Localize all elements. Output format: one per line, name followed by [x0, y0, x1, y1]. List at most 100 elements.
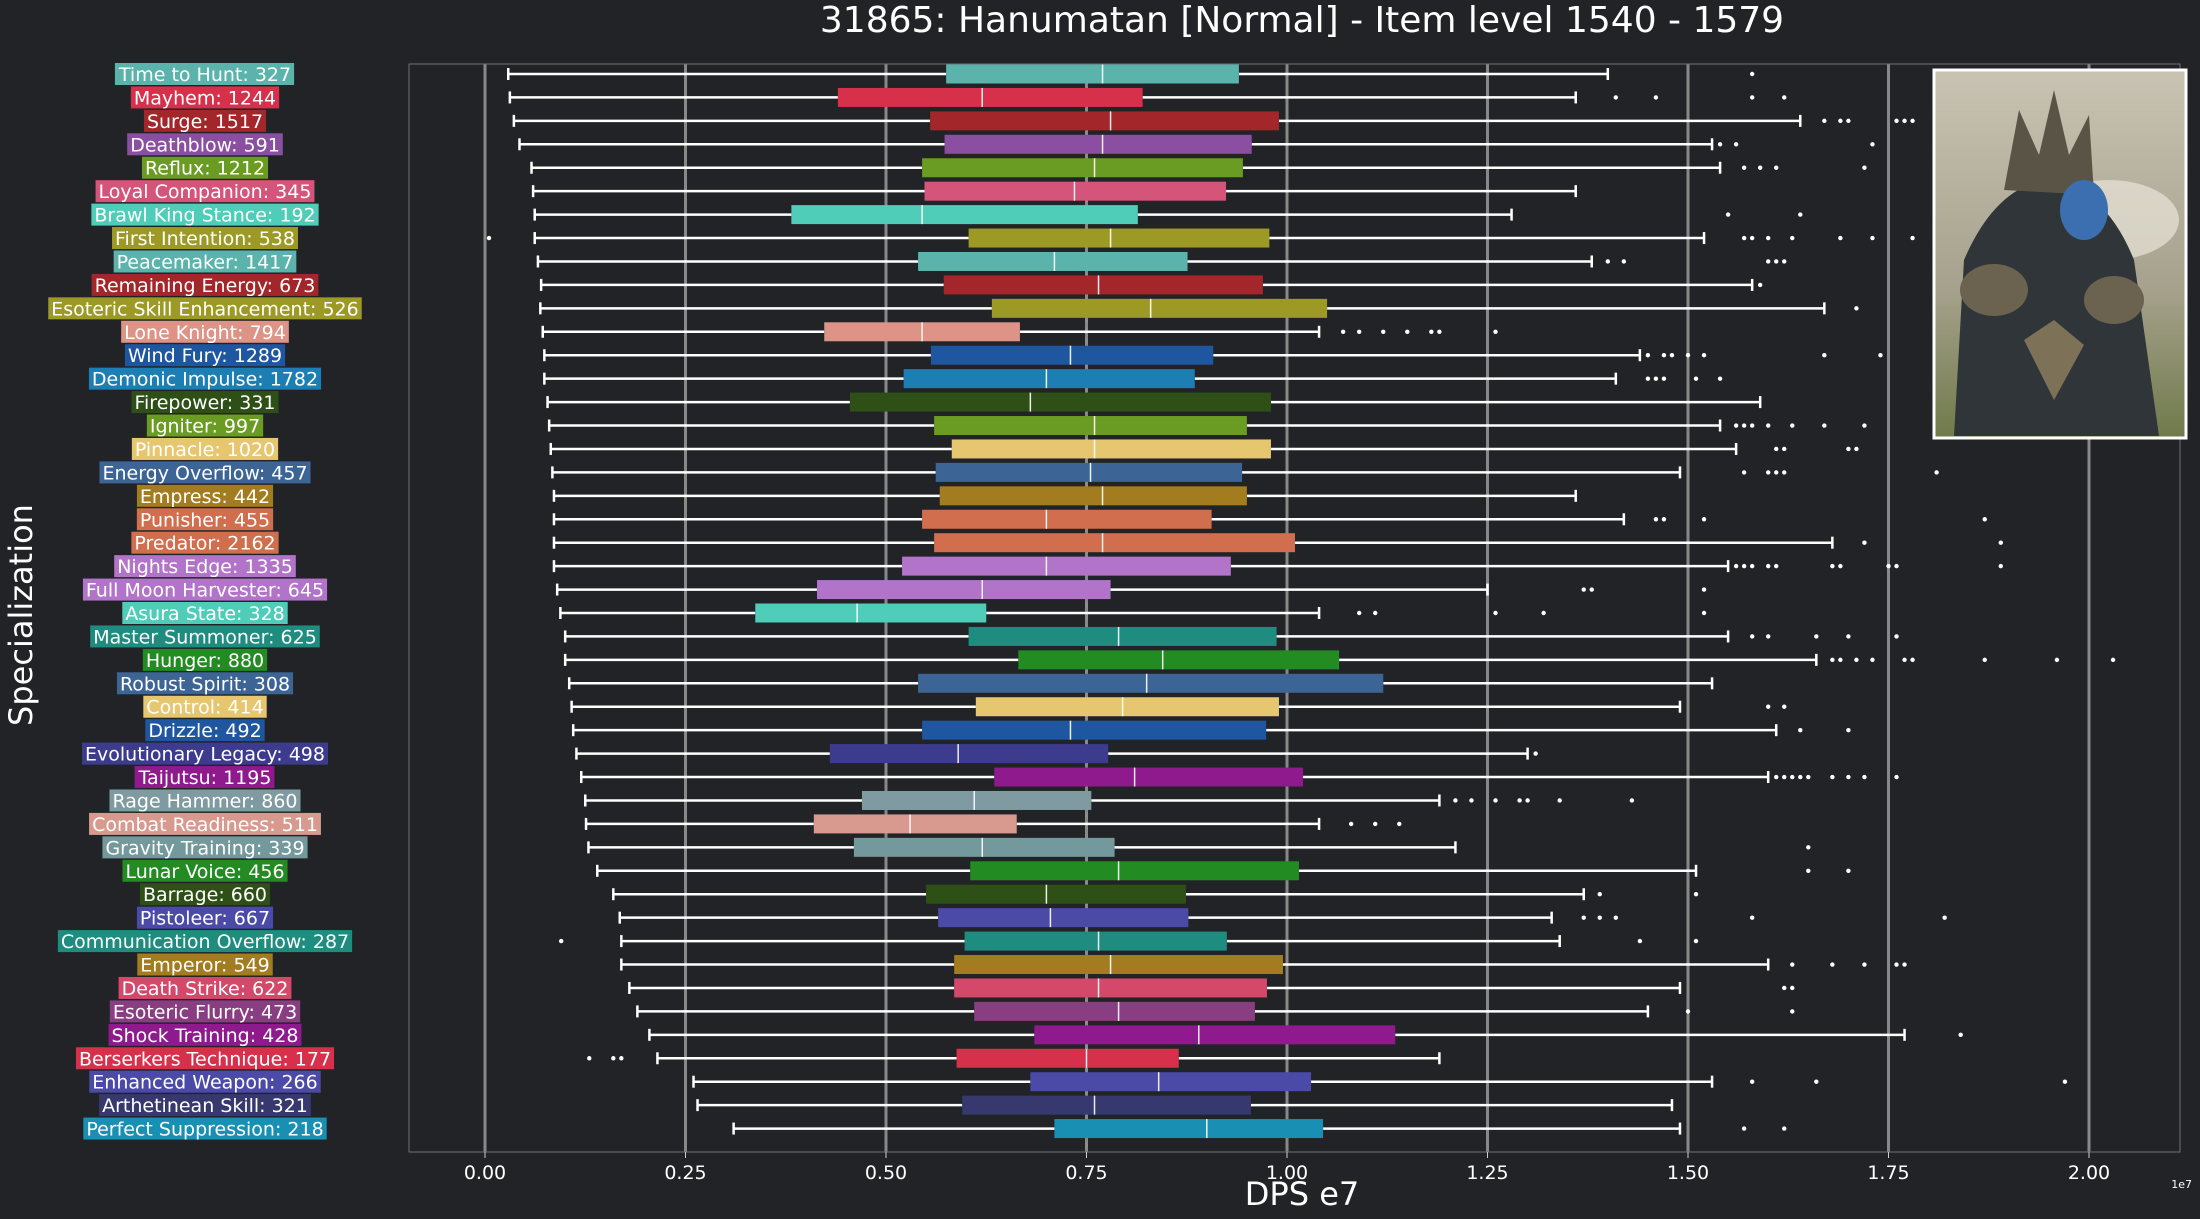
- category-label-text: Pinnacle: 1020: [135, 439, 275, 461]
- category-label-text: Deathblow: 591: [130, 134, 280, 156]
- category-label-bg: [99, 461, 311, 484]
- category-label: Surge: 1517: [143, 109, 267, 133]
- category-label: Berserkers Technique: 177: [75, 1047, 335, 1070]
- outlier-point: [1749, 423, 1755, 428]
- category-label: Death Strike: 622: [118, 976, 292, 1000]
- outlier-point: [1782, 446, 1787, 452]
- box-group: [575, 744, 1538, 764]
- outlier-point: [1493, 798, 1498, 803]
- box: [938, 908, 1189, 928]
- category-label: Enhanced Weapon: 266: [89, 1070, 321, 1094]
- outlier-point: [1902, 657, 1907, 663]
- box-group: [555, 580, 1707, 600]
- outlier-point: [1782, 985, 1787, 991]
- box: [755, 603, 987, 623]
- outlier-point: [1822, 353, 1827, 358]
- box: [837, 87, 1143, 107]
- outlier-point: [1798, 212, 1803, 217]
- outlier-point: [1846, 868, 1851, 873]
- outlier-point: [1766, 235, 1771, 241]
- category-label-text: Mayhem: 1244: [134, 87, 276, 109]
- category-label-text: Shock Training: 428: [112, 1025, 299, 1047]
- category-label-text: Lunar Voice: 456: [125, 861, 284, 883]
- box: [903, 369, 1195, 389]
- outlier-point: [1870, 142, 1875, 147]
- category-label-bg: [83, 1117, 327, 1140]
- box-group: [612, 884, 1699, 904]
- outlier-point: [1774, 563, 1779, 569]
- category-label: Demonic Impulse: 1782: [88, 367, 322, 391]
- outlier-point: [1533, 751, 1538, 756]
- box: [930, 111, 1279, 131]
- outlier-point: [1613, 95, 1619, 100]
- box: [861, 790, 1092, 810]
- box-group: [486, 228, 1915, 248]
- outlier-point: [1822, 118, 1827, 124]
- outlier-point: [1846, 727, 1851, 733]
- box-group: [579, 767, 1899, 787]
- box: [791, 205, 1138, 225]
- box-group: [563, 650, 2116, 670]
- category-label-text: Robust Spirit: 308: [120, 673, 290, 695]
- outlier-point: [1782, 704, 1787, 709]
- outlier-point: [1645, 353, 1651, 358]
- box-group: [541, 322, 1498, 342]
- box: [922, 158, 1243, 178]
- x-axis-label: DPS e7: [1245, 1175, 1359, 1213]
- outlier-point: [1798, 727, 1803, 733]
- outlier-point: [1373, 610, 1378, 616]
- category-label: Lone Knight: 794: [121, 320, 289, 344]
- category-label: Time to Hunt: 327: [114, 63, 295, 86]
- box-group: [692, 1072, 2068, 1092]
- category-label: Pistoleer: 667: [136, 906, 274, 930]
- outlier-point: [1854, 657, 1859, 663]
- category-label-text: Nights Edge: 1335: [117, 556, 293, 578]
- outlier-point: [1790, 1009, 1795, 1014]
- outlier-point: [1830, 657, 1835, 663]
- category-label-bg: [136, 508, 274, 531]
- category-label-bg: [82, 742, 328, 765]
- category-label-text: Drizzle: 492: [148, 720, 261, 742]
- outlier-point: [1822, 423, 1827, 428]
- category-label-bg: [145, 719, 265, 742]
- box: [944, 134, 1252, 154]
- category-label: Drizzle: 492: [145, 719, 265, 742]
- outlier-point: [1701, 587, 1707, 592]
- outlier-point: [1838, 118, 1843, 124]
- category-label-bg: [122, 602, 288, 624]
- category-label-text: Death Strike: 622: [122, 978, 289, 1000]
- outlier-point: [1862, 962, 1867, 967]
- category-label-bg: [131, 437, 279, 460]
- outlier-point: [1717, 142, 1723, 147]
- category-label-text: Barrage: 660: [143, 884, 267, 906]
- category-label: Pinnacle: 1020: [131, 437, 279, 461]
- box-group: [552, 556, 2003, 576]
- outlier-point: [1998, 540, 2003, 545]
- outlier-point: [1774, 446, 1779, 452]
- box: [935, 462, 1243, 482]
- category-label: Taijutsu: 1195: [134, 766, 275, 789]
- box-group: [552, 533, 2003, 553]
- category-label: Empress: 442: [136, 484, 274, 508]
- box-group: [648, 1025, 1963, 1045]
- box-group: [543, 345, 1883, 365]
- box-group: [552, 509, 1987, 529]
- box: [926, 884, 1186, 904]
- outlier-point: [1862, 540, 1867, 545]
- outlier-point: [1685, 1009, 1691, 1014]
- outlier-point: [1814, 1079, 1819, 1084]
- outlier-point: [1653, 517, 1659, 522]
- category-label-bg: [48, 297, 362, 320]
- box: [922, 720, 1267, 740]
- outlier-point: [1902, 118, 1907, 124]
- outlier-point: [1942, 915, 1947, 920]
- outlier-point: [1894, 634, 1899, 639]
- category-label-text: Gravity Training: 339: [105, 837, 304, 859]
- outlier-point: [1653, 376, 1659, 381]
- outlier-point: [1998, 563, 2003, 569]
- box-group: [551, 462, 1939, 482]
- category-label: Deathblow: 591: [127, 133, 283, 156]
- box: [968, 228, 1270, 248]
- outlier-point: [1741, 165, 1747, 170]
